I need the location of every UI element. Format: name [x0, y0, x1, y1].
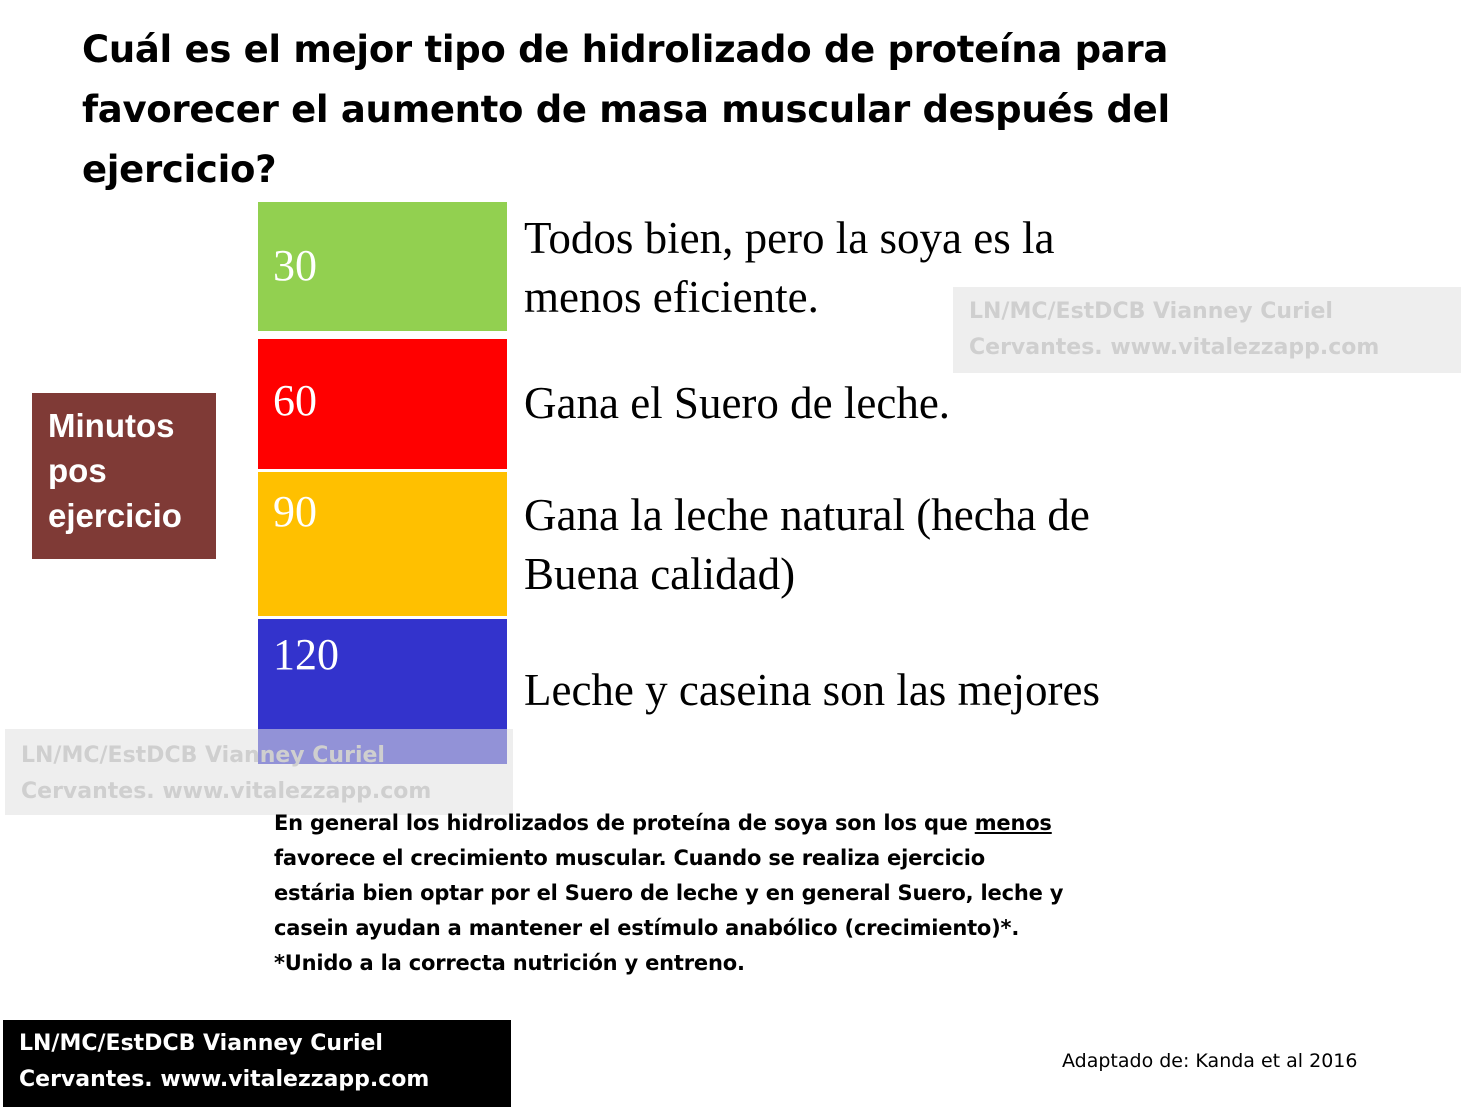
page-title: Cuál es el mejor tipo de hidrolizado de … — [82, 20, 1222, 200]
title-line: ejercicio? — [82, 148, 277, 191]
watermark-bottom-left: LN/MC/EstDCB Vianney Curiel Cervantes. w… — [5, 729, 513, 815]
minutes-value: 30 — [273, 241, 317, 290]
time-block-60: 60 — [258, 339, 507, 469]
result-line: menos eficiente. — [524, 272, 819, 322]
axis-label-line: Minutos — [48, 407, 175, 444]
summary-line: En general los hidrolizados de proteína … — [274, 811, 1052, 835]
time-block-30: 30 — [258, 202, 507, 331]
result-line: Todos bien, pero la soya es la — [524, 213, 1055, 263]
result-line: Buena calidad) — [524, 549, 796, 599]
result-120-min: Leche y caseina son las mejores — [524, 661, 1224, 720]
summary-line: estária bien optar por el Suero de leche… — [274, 881, 1064, 905]
result-30-min: Todos bien, pero la soya es la menos efi… — [524, 209, 1224, 327]
watermark-line: Cervantes. www.vitalezzapp.com — [969, 335, 1380, 360]
result-line: Gana el Suero de leche. — [524, 378, 951, 428]
result-60-min: Gana el Suero de leche. — [524, 374, 1224, 433]
author-credit: LN/MC/EstDCB Vianney Curiel Cervantes. w… — [3, 1020, 511, 1107]
underlined-word: menos — [974, 811, 1052, 835]
time-block-90: 90 — [258, 472, 507, 616]
axis-label-line: ejercicio — [48, 497, 182, 534]
watermark-line: LN/MC/EstDCB Vianney Curiel — [969, 299, 1333, 324]
credit-line: LN/MC/EstDCB Vianney Curiel — [19, 1031, 383, 1056]
watermark-line: Cervantes. www.vitalezzapp.com — [21, 779, 432, 804]
watermark-top-right: LN/MC/EstDCB Vianney Curiel Cervantes. w… — [953, 287, 1461, 373]
credit-line: Cervantes. www.vitalezzapp.com — [19, 1067, 430, 1092]
summary-line: casein ayudan a mantener el estímulo ana… — [274, 916, 1020, 940]
result-90-min: Gana la leche natural (hecha de Buena ca… — [524, 486, 1224, 604]
summary-line: favorece el crecimiento muscular. Cuando… — [274, 846, 986, 870]
title-line: favorecer el aumento de masa muscular de… — [82, 88, 1170, 131]
minutes-post-exercise-label: Minutos pos ejercicio — [32, 393, 216, 559]
watermark-line: LN/MC/EstDCB Vianney Curiel — [21, 743, 385, 768]
minutes-value: 120 — [273, 630, 339, 679]
source-citation: Adaptado de: Kanda et al 2016 — [1062, 1050, 1358, 1072]
result-line: Leche y caseina son las mejores — [524, 665, 1101, 715]
summary-text: En general los hidrolizados de proteína … — [274, 806, 1134, 981]
minutes-value: 60 — [273, 376, 317, 425]
minutes-value: 90 — [273, 487, 317, 536]
summary-line: *Unido a la correcta nutrición y entreno… — [274, 951, 745, 975]
result-line: Gana la leche natural (hecha de — [524, 490, 1090, 540]
title-line: Cuál es el mejor tipo de hidrolizado de … — [82, 28, 1169, 71]
axis-label-line: pos — [48, 452, 107, 489]
